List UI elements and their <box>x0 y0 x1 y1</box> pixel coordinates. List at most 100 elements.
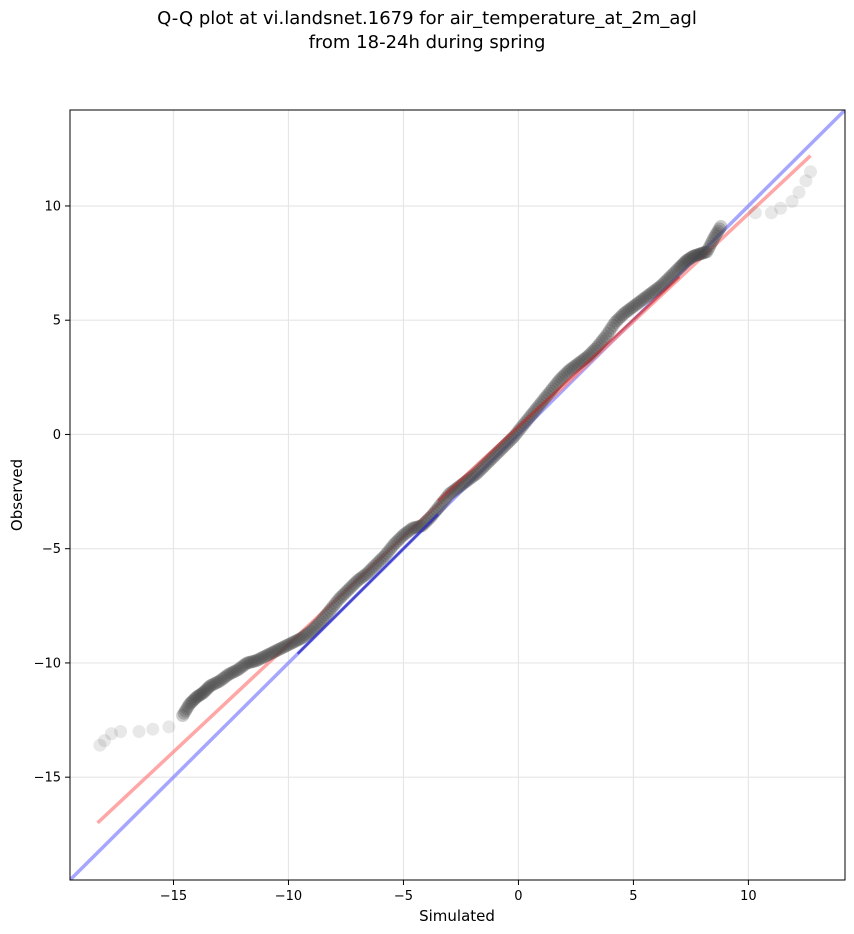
data-point <box>380 546 394 560</box>
data-point <box>792 185 806 199</box>
data-point <box>430 503 444 517</box>
data-point <box>216 671 230 685</box>
data-point <box>373 554 387 568</box>
data-point <box>603 324 617 338</box>
data-point <box>714 220 728 234</box>
data-point <box>679 254 693 268</box>
data-point <box>176 708 190 722</box>
data-point <box>804 165 818 179</box>
data-point <box>325 601 339 615</box>
data-point <box>93 738 107 752</box>
data-point <box>185 694 199 708</box>
data-point <box>369 558 383 572</box>
data-point <box>628 298 642 312</box>
data-point <box>257 650 271 664</box>
data-point <box>362 565 376 579</box>
data-point <box>281 638 295 652</box>
x-tick-label: 10 <box>740 889 757 904</box>
data-point <box>520 414 534 428</box>
data-point <box>275 641 289 655</box>
data-point <box>282 637 296 651</box>
data-point <box>389 535 403 549</box>
data-point <box>630 297 644 311</box>
data-point <box>555 371 569 385</box>
data-point <box>209 676 223 690</box>
data-point <box>391 533 405 547</box>
data-point <box>661 272 675 286</box>
data-point <box>562 363 576 377</box>
data-point <box>385 539 399 553</box>
data-point <box>665 268 679 282</box>
data-point <box>224 666 238 680</box>
data-point <box>358 568 372 582</box>
data-point <box>433 498 447 512</box>
data-point <box>681 253 695 267</box>
data-point <box>270 644 284 658</box>
data-point <box>599 329 613 343</box>
data-point <box>258 649 272 663</box>
data-point <box>656 277 670 291</box>
x-tick-label: 5 <box>629 889 637 904</box>
data-point <box>409 520 423 534</box>
data-point <box>246 655 260 669</box>
fit-line-core <box>437 275 681 502</box>
data-point <box>299 628 313 642</box>
data-point <box>220 669 234 683</box>
data-point <box>384 542 398 556</box>
data-point <box>181 699 195 713</box>
data-point <box>201 682 215 696</box>
data-point <box>114 724 128 738</box>
data-point <box>774 201 788 215</box>
data-point <box>667 266 681 280</box>
data-point <box>184 696 198 710</box>
data-point <box>474 463 488 477</box>
data-point <box>146 722 160 736</box>
data-point <box>647 284 661 298</box>
data-point <box>483 453 497 467</box>
data-point <box>332 592 346 606</box>
data-point <box>316 613 330 627</box>
data-point <box>345 579 359 593</box>
data-point <box>619 305 633 319</box>
data-point <box>597 331 611 345</box>
data-point <box>674 259 688 273</box>
data-point <box>693 247 707 261</box>
data-point <box>604 321 618 335</box>
data-point <box>339 585 353 599</box>
data-point <box>178 704 192 718</box>
data-point <box>363 563 377 577</box>
data-point <box>639 290 653 304</box>
data-point <box>645 286 659 300</box>
data-point <box>407 521 421 535</box>
data-point <box>431 501 445 515</box>
data-point <box>708 229 722 243</box>
data-point <box>297 629 311 643</box>
data-point <box>711 224 725 238</box>
data-point <box>692 247 706 261</box>
data-point <box>669 264 683 278</box>
data-point <box>354 571 368 585</box>
data-point <box>560 365 574 379</box>
data-point <box>341 583 355 597</box>
data-point <box>194 687 208 701</box>
data-point <box>704 236 718 250</box>
data-point <box>689 248 703 262</box>
data-point <box>306 622 320 636</box>
x-tick-label: −15 <box>160 889 187 904</box>
data-point <box>244 655 258 669</box>
data-point <box>378 549 392 563</box>
data-point <box>663 270 677 284</box>
data-point <box>314 615 328 629</box>
y-tick-label: −15 <box>34 771 61 786</box>
data-point <box>177 706 191 720</box>
data-point <box>262 647 276 661</box>
data-point <box>180 702 194 716</box>
data-point <box>198 684 212 698</box>
data-point <box>338 586 352 600</box>
x-tick-label: −5 <box>394 889 413 904</box>
data-point <box>264 646 278 660</box>
identity-line-core <box>296 513 439 655</box>
data-point <box>162 720 176 734</box>
data-point <box>672 261 686 275</box>
